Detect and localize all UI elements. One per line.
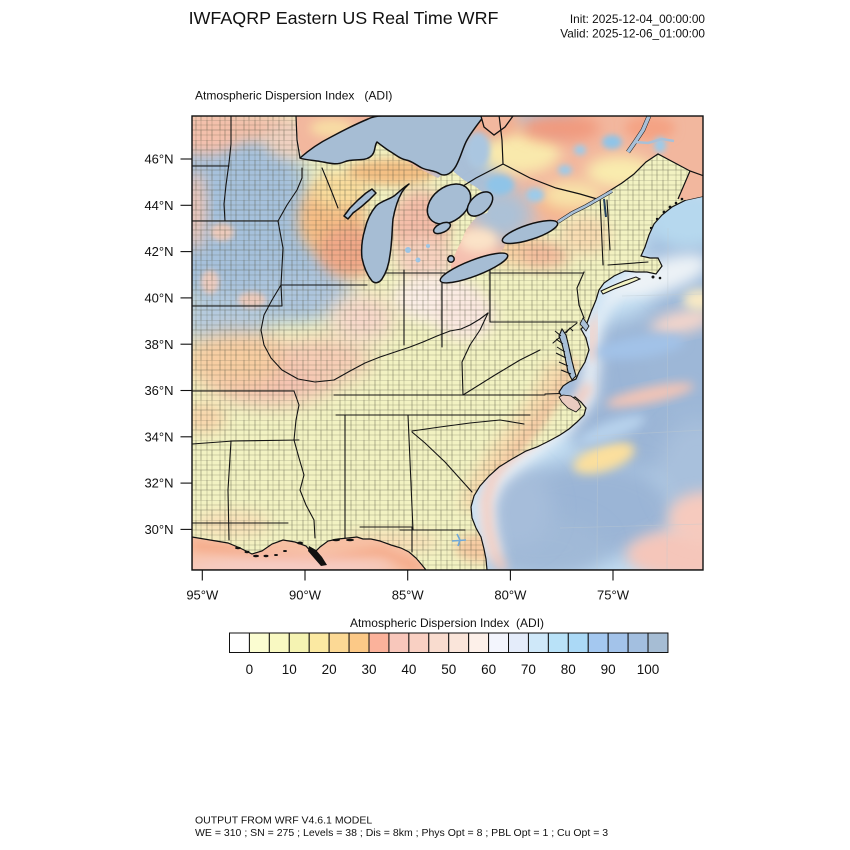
svg-text:90: 90 [601, 662, 616, 677]
svg-text:80°W: 80°W [494, 588, 527, 603]
svg-text:36°N: 36°N [144, 383, 173, 398]
svg-text:38°N: 38°N [144, 337, 173, 352]
svg-text:OUTPUT FROM WRF V4.6.1 MODEL: OUTPUT FROM WRF V4.6.1 MODEL [195, 815, 372, 827]
svg-text:60: 60 [481, 662, 496, 677]
svg-text:30: 30 [361, 662, 376, 677]
svg-text:30°N: 30°N [144, 522, 173, 537]
svg-text:Init: 2025-12-04_00:00:00: Init: 2025-12-04_00:00:00 [570, 12, 706, 26]
svg-text:Atmospheric Dispersion Index: Atmospheric Dispersion Index (ADI) [350, 616, 544, 630]
svg-text:95°W: 95°W [186, 588, 219, 603]
svg-text:50: 50 [441, 662, 456, 677]
svg-text:42°N: 42°N [144, 244, 173, 259]
svg-text:WE = 310 ; SN = 275 ; Levels =: WE = 310 ; SN = 275 ; Levels = 38 ; Dis … [195, 827, 608, 839]
svg-text:Valid: 2025-12-06_01:00:00: Valid: 2025-12-06_01:00:00 [560, 27, 705, 41]
svg-text:75°W: 75°W [597, 588, 630, 603]
svg-text:Atmospheric Dispersion Index: Atmospheric Dispersion Index (ADI) [195, 89, 392, 103]
svg-text:100: 100 [637, 662, 660, 677]
svg-text:20: 20 [322, 662, 337, 677]
svg-text:40: 40 [401, 662, 416, 677]
svg-text:70: 70 [521, 662, 536, 677]
svg-text:34°N: 34°N [144, 429, 173, 444]
svg-text:85°W: 85°W [392, 588, 425, 603]
svg-text:46°N: 46°N [144, 152, 173, 167]
svg-text:44°N: 44°N [144, 198, 173, 213]
svg-text:IWFAQRP Eastern US Real Time W: IWFAQRP Eastern US Real Time WRF [189, 8, 499, 28]
svg-text:32°N: 32°N [144, 476, 173, 491]
svg-text:10: 10 [282, 662, 297, 677]
svg-text:80: 80 [561, 662, 576, 677]
svg-text:40°N: 40°N [144, 291, 173, 306]
svg-text:0: 0 [246, 662, 254, 677]
svg-text:90°W: 90°W [289, 588, 322, 603]
